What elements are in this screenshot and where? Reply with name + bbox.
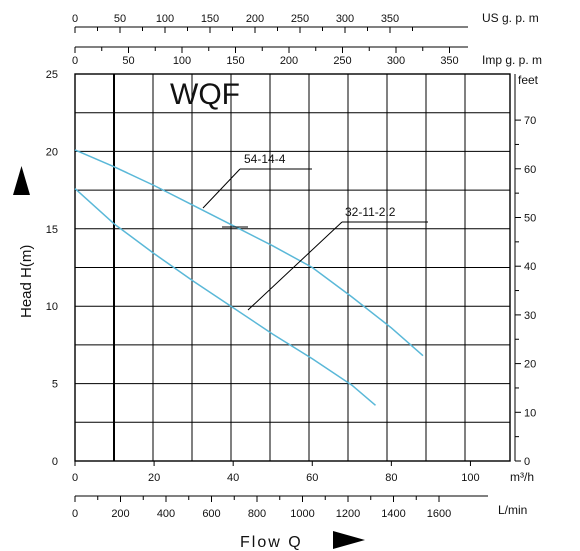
us-gpm-tick-label: 150 bbox=[201, 13, 219, 25]
x-tick-label: 0 bbox=[72, 472, 78, 484]
y-tick-label: 0 bbox=[52, 456, 58, 468]
l-min-tick-label: 400 bbox=[157, 508, 175, 520]
series-leader-line bbox=[202, 168, 241, 209]
series-line bbox=[74, 149, 424, 357]
x-tick-label: 100 bbox=[461, 472, 479, 484]
y-tick-label: 5 bbox=[52, 379, 58, 391]
axes bbox=[74, 26, 521, 502]
y-tick-label: 20 bbox=[46, 146, 58, 158]
feet-tick-label: 20 bbox=[524, 359, 536, 371]
series-label: 32-11-2.2 bbox=[345, 205, 396, 219]
feet-tick-label: 40 bbox=[524, 261, 536, 273]
x-tick-label: 60 bbox=[306, 472, 318, 484]
us-gpm-tick-label: 300 bbox=[336, 13, 354, 25]
imp-gpm-tick-label: 350 bbox=[440, 55, 458, 67]
x-axis-label: Flow Q bbox=[240, 534, 303, 551]
us-gpm-tick-label: 350 bbox=[381, 13, 399, 25]
l-min-tick-label: 800 bbox=[248, 508, 266, 520]
imp-gpm-tick-label: 200 bbox=[280, 55, 298, 67]
imp-gpm-tick-label: 250 bbox=[333, 55, 351, 67]
imp-gpm-unit-label: Imp g. p. m bbox=[482, 53, 542, 67]
us-gpm-tick-label: 200 bbox=[246, 13, 264, 25]
feet-tick-label: 10 bbox=[524, 407, 536, 419]
grid bbox=[74, 73, 511, 462]
feet-tick-label: 50 bbox=[524, 213, 536, 225]
x-tick-label: 40 bbox=[227, 472, 239, 484]
series-line bbox=[74, 188, 376, 406]
feet-tick-label: 30 bbox=[524, 310, 536, 322]
x-tick-label: 80 bbox=[385, 472, 397, 484]
us-gpm-tick-label: 0 bbox=[72, 13, 78, 25]
l-min-tick-label: 1200 bbox=[336, 508, 360, 520]
feet-unit-label: feet bbox=[518, 73, 539, 87]
imp-gpm-tick-label: 100 bbox=[173, 55, 191, 67]
us-gpm-tick-label: 250 bbox=[291, 13, 309, 25]
feet-tick-label: 60 bbox=[524, 164, 536, 176]
l-min-tick-label: 600 bbox=[202, 508, 220, 520]
x-tick-label: 20 bbox=[148, 472, 160, 484]
l-min-tick-label: 1400 bbox=[381, 508, 405, 520]
series-layer bbox=[74, 149, 424, 406]
y-tick-label: 15 bbox=[46, 224, 58, 236]
series-leader-line bbox=[247, 221, 343, 311]
imp-gpm-tick-label: 150 bbox=[226, 55, 244, 67]
series-label: 54-14-4 bbox=[244, 152, 286, 166]
head-arrow-icon bbox=[13, 166, 30, 195]
us-gpm-tick-label: 50 bbox=[114, 13, 126, 25]
y-axis-label: Head H(m) bbox=[18, 245, 35, 318]
imp-gpm-tick-label: 0 bbox=[72, 55, 78, 67]
l-min-tick-label: 1600 bbox=[427, 508, 451, 520]
l-min-tick-label: 0 bbox=[72, 508, 78, 520]
y-tick-label: 10 bbox=[46, 301, 58, 313]
flow-arrow-icon bbox=[333, 531, 365, 549]
feet-tick-label: 70 bbox=[524, 115, 536, 127]
us-gpm-unit-label: US g. p. m bbox=[482, 11, 539, 25]
imp-gpm-tick-label: 50 bbox=[122, 55, 134, 67]
l-min-tick-label: 200 bbox=[111, 508, 129, 520]
y-tick-label: 25 bbox=[46, 69, 58, 81]
x-unit-label: m³/h bbox=[510, 470, 534, 484]
chart-title: WQF bbox=[170, 78, 240, 111]
feet-tick-label: 0 bbox=[524, 456, 530, 468]
l-min-tick-label: 1000 bbox=[290, 508, 314, 520]
l-min-unit-label: L/min bbox=[498, 503, 527, 517]
plot-frame bbox=[74, 73, 511, 462]
imp-gpm-tick-label: 300 bbox=[387, 55, 405, 67]
us-gpm-tick-label: 100 bbox=[156, 13, 174, 25]
